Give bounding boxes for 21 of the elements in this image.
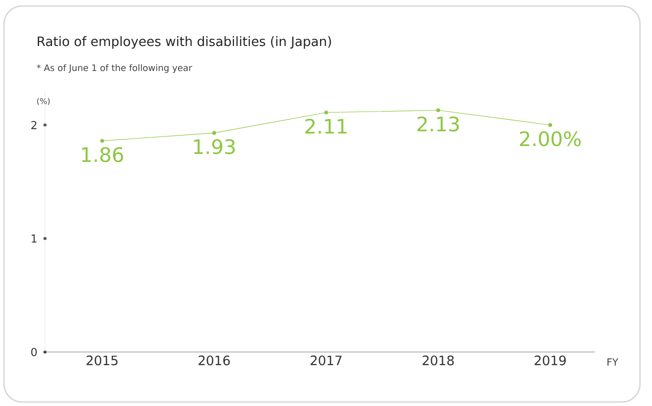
x-tick-label: 2018 xyxy=(422,356,454,366)
point xyxy=(436,108,440,112)
data-label: 1.86 xyxy=(82,147,124,162)
chart-title: Ratio of employees with disabilities (in Japan) xyxy=(38,36,331,49)
point xyxy=(548,123,552,127)
y-tick-label: 0 xyxy=(31,348,37,356)
text: * As of June 1 of the following year xyxy=(36,64,192,73)
data-label: 2.11 xyxy=(305,118,347,134)
x-axis-title: FY xyxy=(608,358,618,366)
x-tick-label: 2016 xyxy=(198,356,230,366)
data-label: 1.93 xyxy=(194,139,235,154)
data-label: 2.13 xyxy=(417,116,459,132)
point xyxy=(212,131,216,135)
y-tick-label: 2 xyxy=(31,120,36,130)
point xyxy=(324,110,328,114)
x-tick-label: 2019 xyxy=(534,356,566,366)
data-label: 2.00% xyxy=(520,131,581,146)
y-tick-label: 1 xyxy=(32,234,36,242)
point xyxy=(100,138,104,143)
x-tick-label: 2015 xyxy=(86,356,118,366)
x-tick-label: 2017 xyxy=(310,356,342,366)
